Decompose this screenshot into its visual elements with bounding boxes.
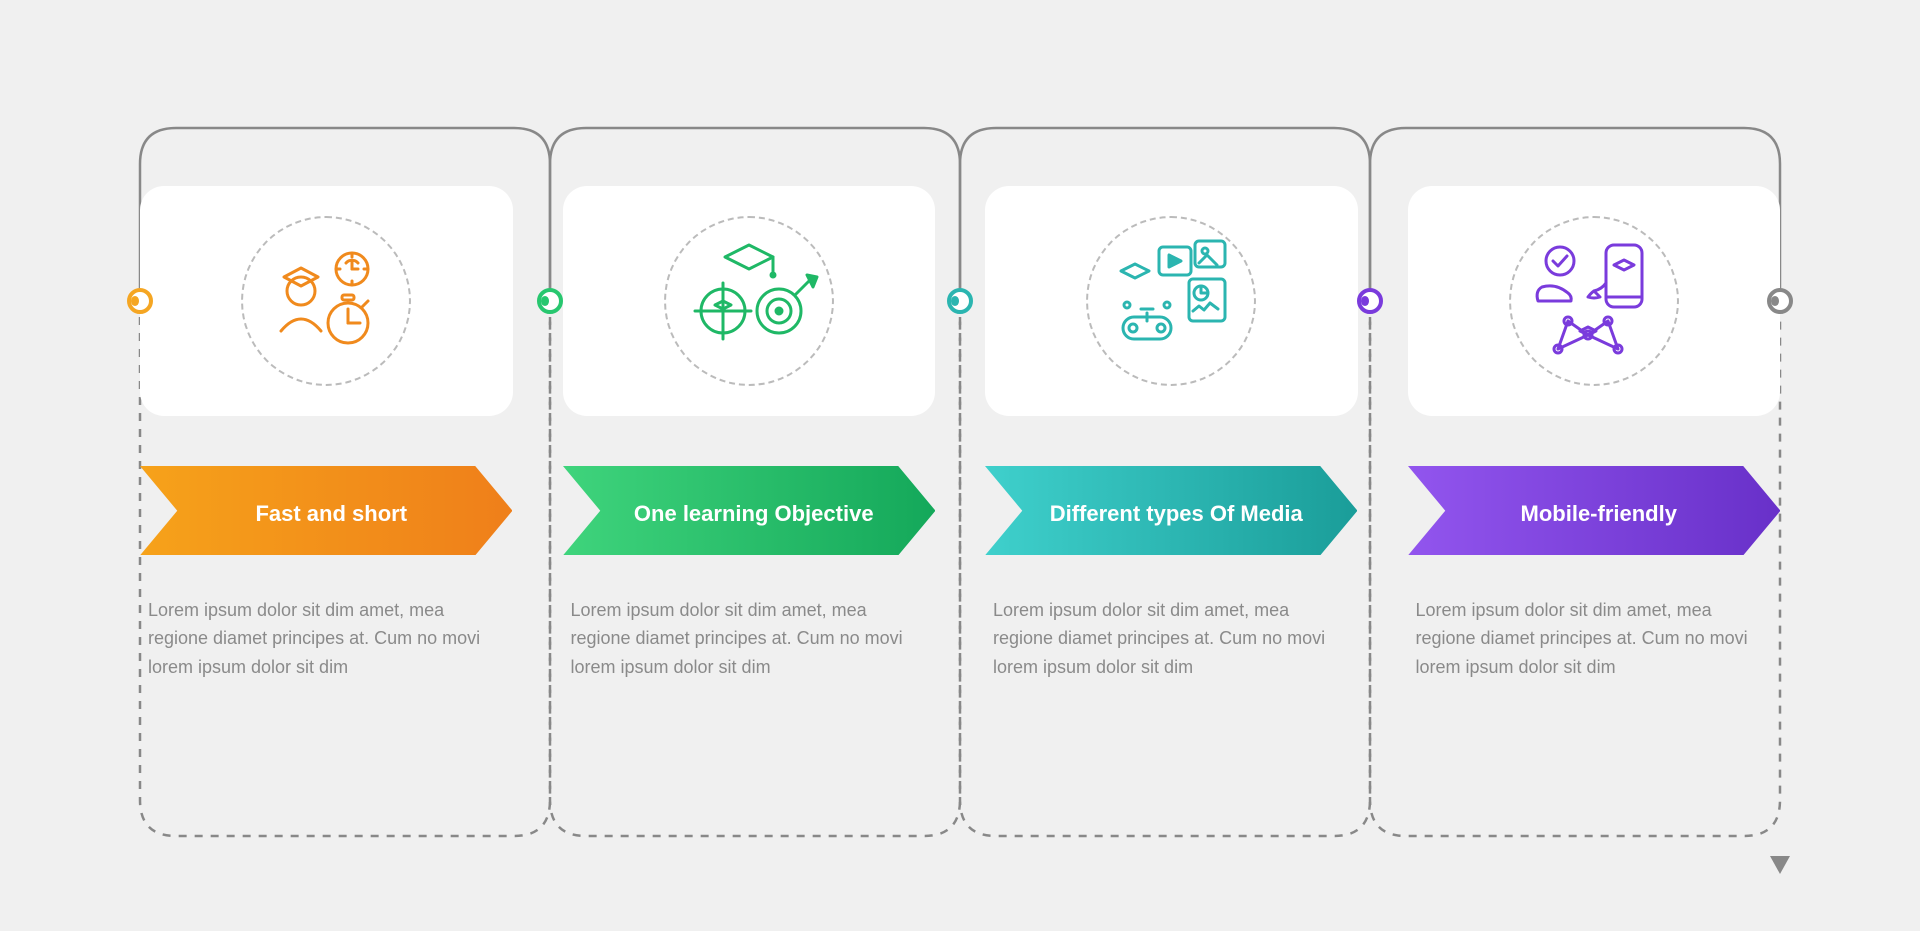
- description-mobile-friendly: Lorem ipsum dolor sit dim amet, mea regi…: [1408, 596, 1781, 682]
- icon-circle: [664, 216, 834, 386]
- icon-card-one-objective: [563, 186, 936, 416]
- icon-card-media-types: [985, 186, 1358, 416]
- connector-dot-media-types: [947, 288, 973, 314]
- target-cap-icon: [679, 231, 819, 371]
- arrow-one-objective: One learning Objective: [563, 466, 936, 562]
- icon-circle: [1086, 216, 1256, 386]
- icon-card-fast-short: [140, 186, 513, 416]
- student-time-icon: [256, 231, 396, 371]
- description-row: Lorem ipsum dolor sit dim amet, mea regi…: [140, 596, 1780, 682]
- connector-dot-mobile-friendly: [1357, 288, 1383, 314]
- arrow-label: Fast and short: [209, 500, 443, 528]
- arrow-label: Different types Of Media: [1004, 500, 1339, 528]
- arrow-media-types: Different types Of Media: [985, 466, 1358, 562]
- description-fast-short: Lorem ipsum dolor sit dim amet, mea regi…: [140, 596, 513, 682]
- arrow-label: One learning Objective: [588, 500, 910, 528]
- connector-dot-fast-short: [127, 288, 153, 314]
- mobile-network-icon: [1524, 231, 1664, 371]
- arrow-label: Mobile-friendly: [1475, 500, 1713, 528]
- icon-circle: [241, 216, 411, 386]
- description-one-objective: Lorem ipsum dolor sit dim amet, mea regi…: [563, 596, 936, 682]
- infographic-canvas: Fast and short One learning Objective Di…: [80, 56, 1840, 876]
- connector-dot-one-objective: [537, 288, 563, 314]
- media-mix-icon: [1101, 231, 1241, 371]
- arrow-row: Fast and short One learning Objective Di…: [140, 466, 1780, 562]
- icon-card-mobile-friendly: [1408, 186, 1781, 416]
- connector-dot-end: [1767, 288, 1793, 314]
- arrow-mobile-friendly: Mobile-friendly: [1408, 466, 1781, 562]
- icon-circle: [1509, 216, 1679, 386]
- description-media-types: Lorem ipsum dolor sit dim amet, mea regi…: [985, 596, 1358, 682]
- arrow-fast-short: Fast and short: [140, 466, 513, 562]
